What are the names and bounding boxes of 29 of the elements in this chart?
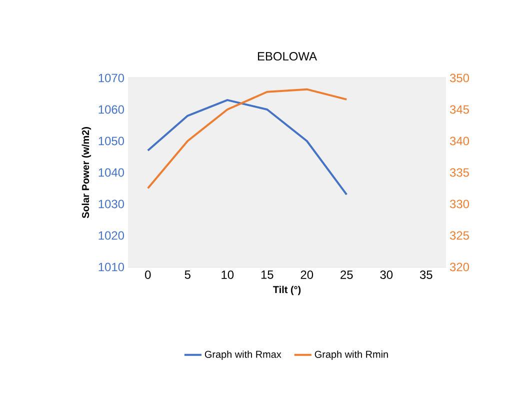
line-series [146,88,348,190]
y-tick-label: 1020 [98,231,124,240]
y2-tick-label: 350 [450,74,470,82]
x-tick-label: 0 [145,270,151,279]
x-tick-label: 25 [340,270,353,279]
x-tick-label: 30 [380,270,393,279]
y2-tick-label: 340 [450,136,470,146]
x-tick-label: 20 [300,270,314,279]
legend-label: Graph with Rmax [204,350,282,360]
y-tick-label: 1060 [98,105,124,114]
x-tick-label: 15 [261,270,274,279]
y2-tick-label: 325 [450,231,469,240]
y-axis-title: Solar Power (w/m2) [82,127,92,218]
y-tick-label: 1050 [98,136,124,146]
legend-label: Graph with Rmin [314,350,388,360]
x-tick-label: 5 [184,270,190,279]
y2-tick-label: 330 [450,200,470,208]
y-tick-label: 1040 [98,168,124,177]
x-tick-label: 10 [222,270,234,279]
x-axis-title: Tilt (°) [273,286,301,296]
chart-title: EBOLOWA [258,52,317,60]
y2-tick-label: 345 [450,105,469,114]
y-tick-label: 1030 [98,200,124,208]
x-tick-label: 35 [420,270,432,279]
y2-tick-label: 320 [450,262,470,272]
y2-tick-label: 335 [450,168,469,177]
y-tick-label: 1070 [98,74,124,82]
y-tick-label: 1010 [98,262,124,272]
line-series [146,99,348,196]
